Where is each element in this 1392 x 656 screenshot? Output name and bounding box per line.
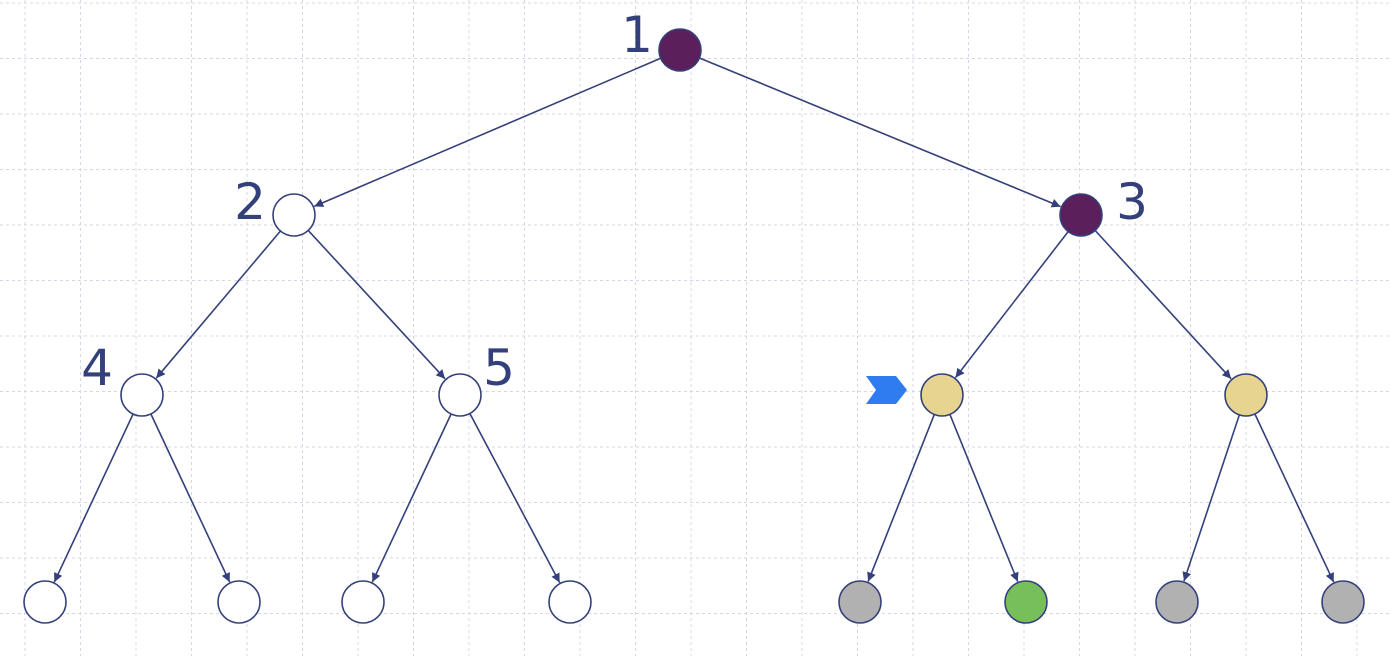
node-n15: [1321, 580, 1365, 624]
node-label-n2: 2: [234, 173, 266, 231]
edge-n6-n12: [867, 414, 936, 582]
edge-n5-n11: [469, 413, 561, 583]
node-n9: [217, 580, 261, 624]
current-node-marker-icon: [866, 376, 907, 404]
node-n1: [658, 28, 702, 72]
edge-n7-n14: [1182, 414, 1241, 582]
node-n6: [920, 373, 964, 417]
edge-n4-n8: [53, 413, 134, 583]
edge-n6-n13: [949, 414, 1019, 582]
node-n14: [1155, 580, 1199, 624]
edge-n2-n5: [307, 229, 446, 380]
edge-n7-n15: [1254, 413, 1335, 583]
node-n4: [120, 373, 164, 417]
edge-n1-n3: [699, 57, 1061, 208]
edge-n5-n10: [371, 413, 452, 583]
node-label-n4: 4: [81, 339, 113, 397]
edge-n3-n6: [954, 231, 1069, 379]
node-n3: [1059, 193, 1103, 237]
node-label-n1: 1: [621, 6, 653, 64]
edge-n4-n9: [150, 413, 231, 583]
node-label-n5: 5: [483, 339, 515, 397]
edges: [53, 57, 1335, 583]
node-n10: [341, 580, 385, 624]
node-n11: [548, 580, 592, 624]
edge-n2-n4: [155, 230, 282, 379]
node-n12: [838, 580, 882, 624]
node-n8: [23, 580, 67, 624]
edge-n1-n2: [313, 57, 662, 208]
node-n5: [438, 373, 482, 417]
edge-n3-n7: [1094, 229, 1232, 380]
node-labels: 1 2 3 4 5: [81, 6, 1148, 397]
node-label-n3: 3: [1116, 173, 1148, 231]
node-n7: [1224, 373, 1268, 417]
node-n2: [272, 193, 316, 237]
node-n13: [1004, 580, 1048, 624]
nodes: [23, 28, 1365, 624]
